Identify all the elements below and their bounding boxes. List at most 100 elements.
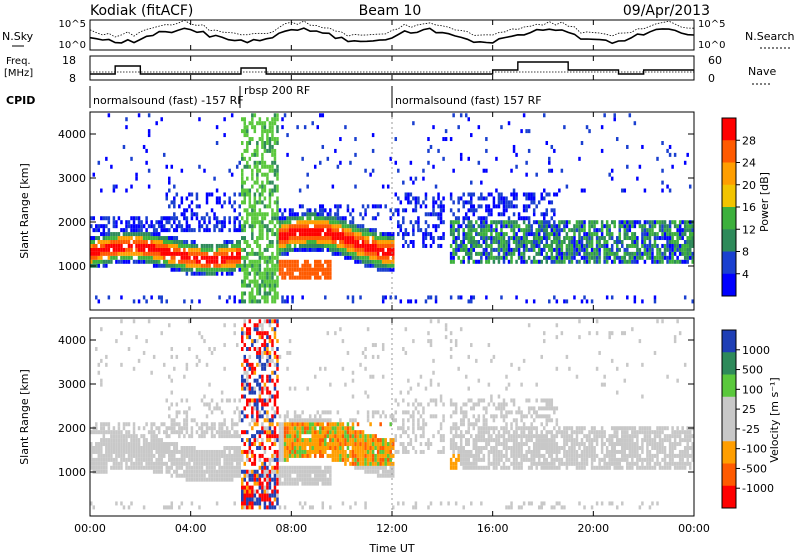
heatmap-cell — [264, 276, 267, 280]
heatmap-cell — [163, 430, 166, 434]
heatmap-cell — [241, 177, 244, 181]
heatmap-cell — [324, 295, 327, 299]
heatmap-cell — [490, 256, 493, 260]
heatmap-cell — [503, 252, 506, 256]
heatmap-cell — [679, 244, 682, 248]
heatmap-cell — [133, 216, 136, 220]
heatmap-cell — [201, 268, 204, 272]
heatmap-cell — [274, 291, 277, 295]
heatmap-cell — [329, 208, 332, 212]
heatmap-cell — [98, 252, 101, 256]
heatmap-cell — [166, 398, 169, 402]
heatmap-cell — [445, 323, 448, 327]
heatmap-cell — [415, 406, 418, 410]
heatmap-cell — [352, 299, 355, 303]
heatmap-cell — [213, 466, 216, 470]
heatmap-cell — [241, 284, 244, 288]
heatmap-cell — [196, 204, 199, 208]
heatmap-cell — [244, 494, 247, 498]
heatmap-cell — [596, 240, 599, 244]
heatmap-cell — [226, 462, 229, 466]
heatmap-cell — [311, 446, 314, 450]
heatmap-cell — [168, 434, 171, 438]
heatmap-cell — [498, 212, 501, 216]
heatmap-cell — [269, 125, 272, 129]
heatmap-cell — [581, 220, 584, 224]
heatmap-cell — [666, 149, 669, 153]
heatmap-cell — [120, 434, 123, 438]
heatmap-cell — [619, 256, 622, 260]
heatmap-cell — [505, 248, 508, 252]
heatmap-cell — [558, 240, 561, 244]
heatmap-cell — [571, 252, 574, 256]
heatmap-cell — [236, 430, 239, 434]
heatmap-cell — [480, 244, 483, 248]
heatmap-cell — [342, 442, 345, 446]
y-tick-label: 1000 — [58, 260, 86, 273]
heatmap-cell — [291, 482, 294, 486]
heatmap-cell — [223, 248, 226, 252]
heatmap-cell — [510, 204, 513, 208]
heatmap-cell — [281, 244, 284, 248]
heatmap-cell — [186, 196, 189, 200]
heatmap-cell — [271, 272, 274, 276]
heatmap-cell — [576, 240, 579, 244]
heatmap-cell — [435, 228, 438, 232]
heatmap-cell — [435, 402, 438, 406]
heatmap-cell — [432, 434, 435, 438]
heatmap-cell — [264, 450, 267, 454]
heatmap-cell — [249, 189, 252, 193]
heatmap-cell — [364, 454, 367, 458]
heatmap-cell — [379, 474, 382, 478]
heatmap-cell — [261, 482, 264, 486]
heatmap-cell — [143, 244, 146, 248]
heatmap-cell — [301, 244, 304, 248]
heatmap-cell — [244, 406, 247, 410]
heatmap-cell — [344, 220, 347, 224]
heatmap-cell — [669, 256, 672, 260]
heatmap-cell — [420, 204, 423, 208]
cpid-segment-3: normalsound (fast) 157 RF — [395, 94, 542, 107]
heatmap-cell — [395, 161, 398, 165]
heatmap-cell — [269, 280, 272, 284]
heatmap-cell — [289, 276, 292, 280]
heatmap-cell — [269, 470, 272, 474]
heatmap-cell — [196, 450, 199, 454]
heatmap-cell — [130, 232, 133, 236]
heatmap-cell — [238, 240, 241, 244]
heatmap-cell — [186, 474, 189, 478]
heatmap-cell — [271, 327, 274, 331]
heatmap-cell — [546, 260, 549, 264]
heatmap-cell — [309, 482, 312, 486]
heatmap-cell — [198, 331, 201, 335]
heatmap-cell — [327, 264, 330, 268]
heatmap-cell — [646, 248, 649, 252]
heatmap-cell — [261, 212, 264, 216]
heatmap-cell — [374, 228, 377, 232]
heatmap-cell — [108, 248, 111, 252]
heatmap-cell — [352, 220, 355, 224]
heatmap-cell — [314, 165, 317, 169]
heatmap-cell — [271, 422, 274, 426]
heatmap-cell — [327, 410, 330, 414]
heatmap-cell — [186, 422, 189, 426]
heatmap-cell — [246, 347, 249, 351]
heatmap-cell — [374, 446, 377, 450]
heatmap-cell — [362, 454, 365, 458]
heatmap-cell — [364, 248, 367, 252]
heatmap-cell — [473, 224, 476, 228]
heatmap-cell — [573, 256, 576, 260]
heatmap-cell — [437, 212, 440, 216]
heatmap-cell — [349, 248, 352, 252]
heatmap-cell — [281, 454, 284, 458]
heatmap-cell — [624, 228, 627, 232]
heatmap-cell — [573, 224, 576, 228]
heatmap-cell — [337, 438, 340, 442]
heatmap-cell — [254, 323, 256, 327]
heatmap-cell — [269, 497, 272, 501]
heatmap-cell — [276, 438, 279, 442]
heatmap-cell — [473, 248, 476, 252]
heatmap-cell — [322, 505, 325, 509]
heatmap-cell — [324, 260, 327, 264]
heatmap-cell — [168, 450, 171, 454]
